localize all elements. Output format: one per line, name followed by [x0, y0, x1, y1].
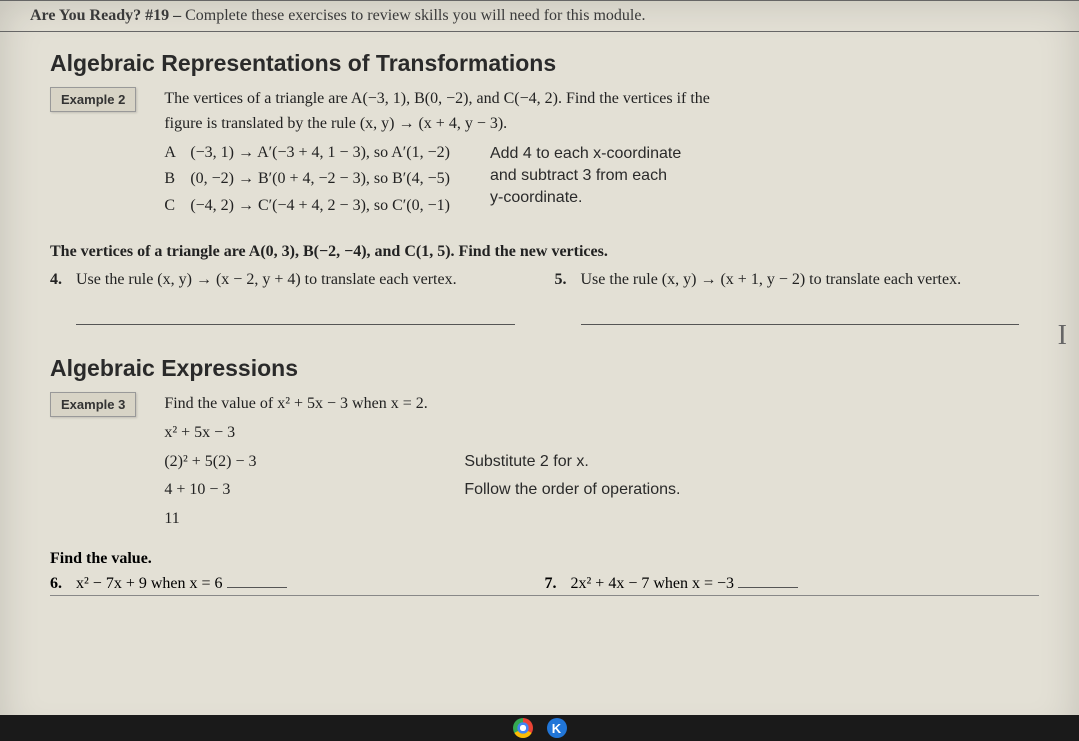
step-label-c: C: [164, 194, 190, 219]
step-text-c: (−4, 2) → C′(−4 + 4, 2 − 3), so C′(0, −1…: [190, 194, 450, 219]
module-header: Are You Ready? #19 – Complete these exer…: [0, 0, 1079, 32]
problem-7: 7. 2x² + 4x − 7 when x = −3: [545, 574, 1040, 593]
chrome-icon[interactable]: [513, 718, 533, 738]
problem-5-text: Use the rule (x, y) → (x + 1, y − 2) to …: [581, 271, 1040, 289]
note-line1: Add 4 to each x-coordinate: [490, 143, 1039, 165]
page-container: Are You Ready? #19 – Complete these exer…: [0, 0, 1079, 741]
ex3-right-2: Follow the order of operations.: [464, 478, 680, 503]
worked-steps: A (−3, 1) → A′(−3 + 4, 1 − 3), so A′(1, …: [164, 141, 490, 221]
problem-6: 6. x² − 7x + 9 when x = 6: [50, 574, 545, 593]
example2-intro-line2: figure is translated by the rule (x, y) …: [164, 112, 1039, 137]
problem-intro: The vertices of a triangle are A(0, 3), …: [50, 243, 1039, 261]
header-prefix: Are You Ready? #19 –: [30, 7, 185, 24]
example3-steps: x² + 5x − 3 (2)² + 5(2) − 3 Substitute 2…: [164, 421, 1039, 532]
worked-step-a: A (−3, 1) → A′(−3 + 4, 1 − 3), so A′(1, …: [164, 141, 450, 166]
section1-title: Algebraic Representations of Transformat…: [50, 50, 1039, 77]
problem-5: 5. Use the rule (x, y) → (x + 1, y − 2) …: [555, 271, 1040, 289]
problem-4: 4. Use the rule (x, y) → (x − 2, y + 4) …: [50, 271, 535, 289]
ex3-row-0: x² + 5x − 3: [164, 421, 1039, 446]
note-line3: y-coordinate.: [490, 187, 1039, 209]
find-value-heading: Find the value.: [50, 550, 1039, 568]
ex3-left-2: 4 + 10 − 3: [164, 478, 464, 503]
problem-6-num: 6.: [50, 575, 76, 593]
section2-title: Algebraic Expressions: [50, 355, 1039, 382]
ex3-left-0: x² + 5x − 3: [164, 421, 464, 446]
ex3-left-3: 11: [164, 507, 464, 532]
example2-tag: Example 2: [50, 87, 136, 112]
step-label-b: B: [164, 167, 190, 192]
note-line2: and subtract 3 from each: [490, 165, 1039, 187]
text-cursor-icon: I: [1058, 320, 1067, 352]
example2-intro-line1: The vertices of a triangle are A(−3, 1),…: [164, 87, 1039, 112]
problem-5-num: 5.: [555, 271, 581, 289]
example2-worked: A (−3, 1) → A′(−3 + 4, 1 − 3), so A′(1, …: [164, 141, 1039, 221]
problem-7-num: 7.: [545, 575, 571, 593]
worked-step-b: B (0, −2) → B′(0 + 4, −2 − 3), so B′(4, …: [164, 167, 450, 192]
problem-7-text: 2x² + 4x − 7 when x = −3: [571, 575, 735, 593]
answer-lines-4-5: [50, 289, 1039, 325]
problems-6-7: 6. x² − 7x + 9 when x = 6 7. 2x² + 4x − …: [50, 574, 1039, 596]
worked-note: Add 4 to each x-coordinate and subtract …: [490, 141, 1039, 221]
answer-blank-7[interactable]: [738, 574, 798, 588]
section2: Algebraic Expressions Example 3 Find the…: [50, 355, 1039, 596]
step-text-b: (0, −2) → B′(0 + 4, −2 − 3), so B′(4, −5…: [190, 167, 450, 192]
ex3-row-3: 11: [164, 507, 1039, 532]
problem-intro-text: The vertices of a triangle are A(0, 3), …: [50, 243, 608, 260]
example3-tag: Example 3: [50, 392, 136, 417]
step-text-a: (−3, 1) → A′(−3 + 4, 1 − 3), so A′(1, −2…: [190, 141, 450, 166]
problem-6-text: x² − 7x + 9 when x = 6: [76, 575, 223, 593]
ex3-row-1: (2)² + 5(2) − 3 Substitute 2 for x.: [164, 450, 1039, 475]
problem-4-num: 4.: [50, 271, 76, 289]
answer-blank-4[interactable]: [76, 307, 515, 325]
ex3-left-1: (2)² + 5(2) − 3: [164, 450, 464, 475]
example2-body: The vertices of a triangle are A(−3, 1),…: [164, 87, 1039, 221]
step-label-a: A: [164, 141, 190, 166]
worked-step-c: C (−4, 2) → C′(−4 + 4, 2 − 3), so C′(0, …: [164, 194, 450, 219]
problem-4-text: Use the rule (x, y) → (x − 2, y + 4) to …: [76, 271, 535, 289]
content-area: Algebraic Representations of Transformat…: [0, 32, 1079, 596]
ex3-row-2: 4 + 10 − 3 Follow the order of operation…: [164, 478, 1039, 503]
answer-blank-6[interactable]: [227, 574, 287, 588]
ex3-right-1: Substitute 2 for x.: [464, 450, 589, 475]
example2-block: Example 2 The vertices of a triangle are…: [50, 87, 1039, 221]
example3-block: Example 3 Find the value of x² + 5x − 3 …: [50, 392, 1039, 536]
problems-4-5: 4. Use the rule (x, y) → (x − 2, y + 4) …: [50, 271, 1039, 289]
example3-body: Find the value of x² + 5x − 3 when x = 2…: [164, 392, 1039, 536]
example3-intro: Find the value of x² + 5x − 3 when x = 2…: [164, 392, 1039, 417]
header-rest: Complete these exercises to review skill…: [185, 7, 645, 24]
answer-blank-5[interactable]: [581, 307, 1020, 325]
taskbar: K: [0, 715, 1079, 741]
kami-icon[interactable]: K: [547, 718, 567, 738]
